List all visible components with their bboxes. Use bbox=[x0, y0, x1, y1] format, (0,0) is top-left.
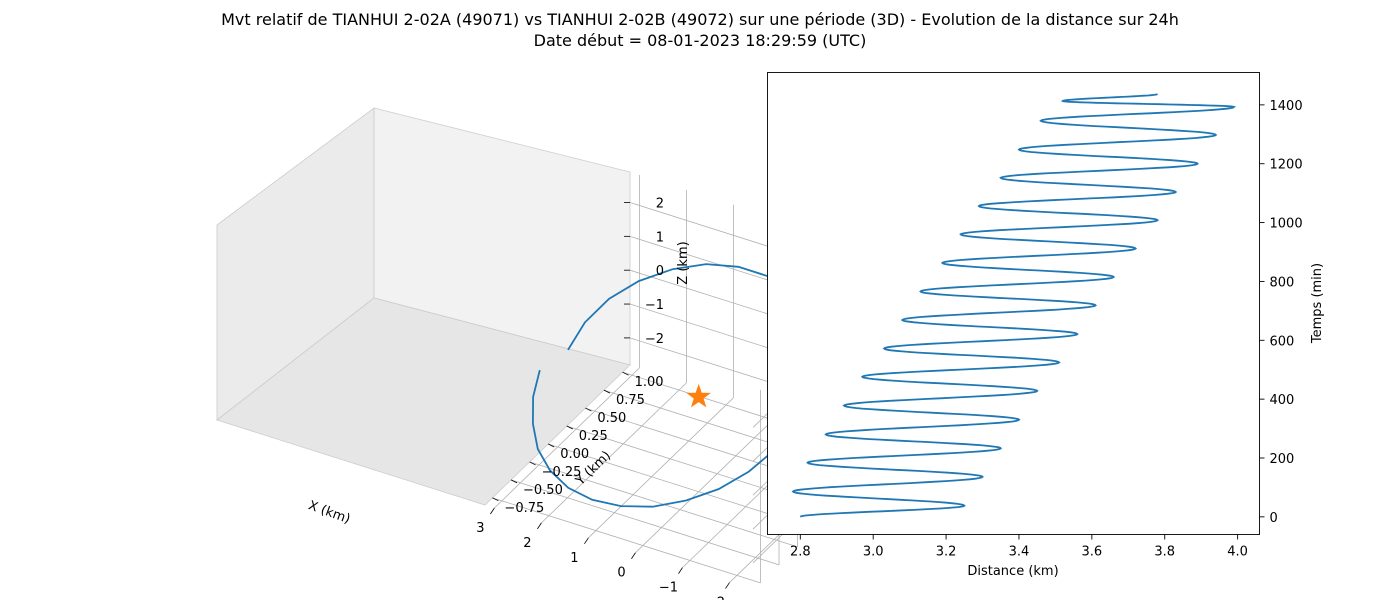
grid-line bbox=[588, 397, 734, 539]
origin-star-marker bbox=[686, 383, 711, 408]
x-tick-label: 2 bbox=[523, 536, 531, 551]
x-tick-mark bbox=[490, 507, 495, 515]
y-tick-label: 800 bbox=[1270, 275, 1295, 290]
grid-line bbox=[635, 412, 781, 554]
x-tick-mark bbox=[678, 567, 683, 574]
y-tick-mark bbox=[492, 497, 499, 502]
y-axis-2d-label: Temps (min) bbox=[1310, 263, 1325, 344]
y-tick-label: 1400 bbox=[1270, 99, 1303, 114]
y-tick-mark bbox=[585, 407, 592, 412]
x-axis-3d-label: X (km) bbox=[306, 498, 352, 527]
y-tick-mark bbox=[548, 443, 555, 448]
y-tick-label: 0.50 bbox=[597, 411, 626, 426]
z-tick-label: 1 bbox=[656, 230, 664, 245]
grid-line bbox=[510, 479, 780, 566]
x-tick-label: 0 bbox=[617, 566, 625, 581]
y-tick-label: 400 bbox=[1270, 393, 1295, 408]
figure-title: Mvt relatif de TIANHUI 2-02A (49071) vs … bbox=[221, 10, 1179, 29]
y-axis-2d-ticks: 0 200 400 600 800 1000 1200 1400 bbox=[1259, 99, 1303, 526]
chart-3d: −2 −1 0 1 2 3 −0.75 −0.50 −0.25 0.00 0.25 0.50 0.75… bbox=[216, 107, 899, 600]
x-tick-label: 3.6 bbox=[1082, 545, 1103, 560]
x-tick-label: 3.0 bbox=[863, 545, 884, 560]
figure-subtitle: Date début = 08-01-2023 18:29:59 (UTC) bbox=[533, 31, 867, 50]
x-tick-label: −2 bbox=[706, 596, 725, 600]
series-distance-line bbox=[791, 93, 1236, 518]
x-tick-label: −1 bbox=[659, 581, 678, 596]
z-tick-label: −1 bbox=[645, 298, 664, 313]
y-tick-mark bbox=[529, 461, 536, 466]
x-tick-label: 3.2 bbox=[936, 545, 957, 560]
y-tick-label: −0.75 bbox=[504, 501, 544, 516]
y-tick-label: 1.00 bbox=[635, 375, 664, 390]
x-tick-label: 3 bbox=[476, 521, 484, 536]
x-axis-3d-ticks: −2 −1 0 1 2 3 bbox=[476, 507, 730, 600]
x-axis-2d-label: Distance (km) bbox=[967, 564, 1058, 579]
x-tick-label: 3.4 bbox=[1009, 545, 1030, 560]
z-tick-label: 2 bbox=[656, 196, 664, 211]
grid-line bbox=[492, 497, 761, 584]
z-axis-3d-label: Z (km) bbox=[676, 241, 691, 284]
x-tick-mark bbox=[725, 582, 730, 589]
y-tick-label: 0 bbox=[1270, 511, 1278, 526]
y-tick-label: −0.50 bbox=[523, 483, 563, 498]
y-tick-label: 1200 bbox=[1270, 158, 1303, 173]
grid-line bbox=[494, 367, 640, 509]
y-tick-label: 0.00 bbox=[560, 447, 589, 462]
y-axis-3d-ticks: −0.75 −0.50 −0.25 0.00 0.25 0.50 0.75 1.00 bbox=[492, 371, 664, 516]
y-tick-mark bbox=[510, 479, 518, 484]
chart-2d: 2.8 3.0 3.2 3.4 3.6 3.8 4.0 0 200 400 600 800 1000 1… bbox=[767, 72, 1325, 579]
z-tick-label: −2 bbox=[645, 332, 664, 347]
y-tick-mark bbox=[622, 371, 629, 376]
y-tick-label: 0.75 bbox=[616, 393, 645, 408]
x-tick-mark bbox=[584, 537, 589, 545]
x-tick-mark bbox=[537, 522, 542, 530]
x-tick-label: 3.8 bbox=[1154, 545, 1175, 560]
x-tick-label: 1 bbox=[570, 551, 578, 566]
z-axis-3d-ticks: −2 −1 0 1 2 bbox=[624, 196, 664, 347]
pane-floor bbox=[216, 297, 631, 506]
y-tick-label: 1000 bbox=[1270, 217, 1303, 232]
y-tick-label: 600 bbox=[1270, 334, 1295, 349]
plot-area-2d bbox=[767, 72, 1260, 535]
x-tick-mark bbox=[631, 552, 636, 559]
x-tick-label: 2.8 bbox=[790, 545, 811, 560]
y-tick-label: 0.25 bbox=[579, 429, 608, 444]
x-axis-2d-ticks: 2.8 3.0 3.2 3.4 3.6 3.8 4.0 bbox=[790, 534, 1248, 560]
y-tick-label: 200 bbox=[1270, 452, 1295, 467]
y-tick-mark bbox=[603, 389, 611, 394]
z-tick-label: 0 bbox=[656, 264, 664, 279]
y-tick-label: −0.25 bbox=[542, 465, 582, 480]
grid-line bbox=[541, 382, 687, 524]
x-tick-label: 4.0 bbox=[1227, 545, 1248, 560]
y-tick-mark bbox=[566, 425, 573, 430]
